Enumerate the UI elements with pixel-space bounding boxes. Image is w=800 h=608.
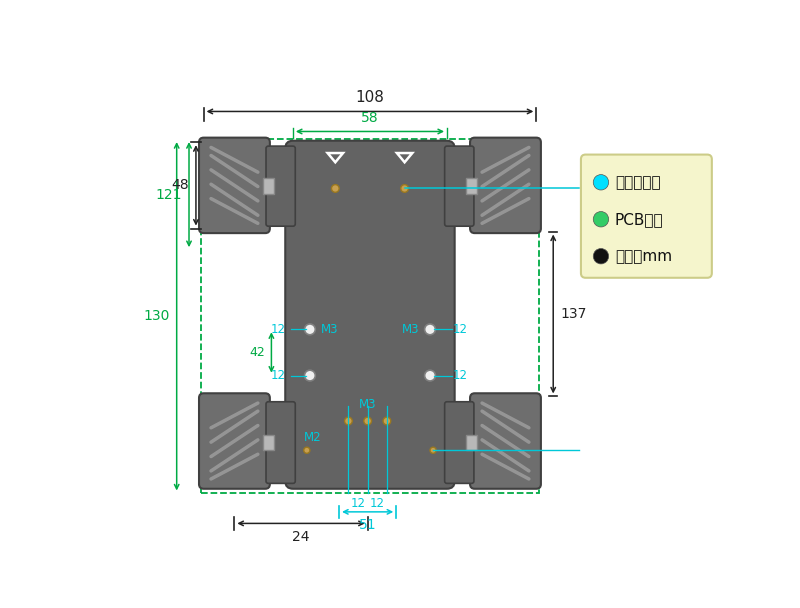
Circle shape: [345, 417, 352, 425]
FancyBboxPatch shape: [470, 137, 541, 233]
Text: 单位：mm: 单位：mm: [615, 249, 672, 264]
Circle shape: [594, 249, 609, 264]
Text: 孔间距尺寸: 孔间距尺寸: [615, 175, 661, 190]
Bar: [263, 179, 274, 194]
Bar: [466, 435, 477, 451]
Bar: [202, 139, 538, 493]
Text: 12: 12: [350, 497, 366, 510]
FancyBboxPatch shape: [581, 154, 712, 278]
Text: 48: 48: [171, 178, 189, 192]
Text: M3: M3: [321, 323, 338, 336]
FancyBboxPatch shape: [445, 402, 474, 483]
Circle shape: [425, 324, 435, 335]
Text: 12: 12: [370, 497, 385, 510]
Text: M3: M3: [359, 398, 377, 410]
Text: 111.5: 111.5: [581, 182, 617, 195]
Text: 121: 121: [155, 188, 182, 202]
FancyBboxPatch shape: [266, 402, 295, 483]
Bar: [466, 179, 477, 194]
Circle shape: [364, 417, 371, 425]
Text: 137: 137: [560, 307, 586, 321]
Circle shape: [383, 417, 390, 425]
Text: 12: 12: [270, 369, 286, 382]
Circle shape: [401, 185, 409, 192]
FancyBboxPatch shape: [286, 140, 454, 489]
Text: 42: 42: [250, 346, 266, 359]
Text: 12: 12: [453, 369, 468, 382]
FancyBboxPatch shape: [266, 146, 295, 226]
Circle shape: [594, 174, 609, 190]
Text: 130: 130: [143, 309, 170, 323]
FancyBboxPatch shape: [445, 146, 474, 226]
Text: 108: 108: [355, 89, 384, 105]
Circle shape: [304, 447, 310, 454]
Circle shape: [331, 185, 339, 192]
Circle shape: [430, 447, 436, 454]
Text: 24: 24: [292, 530, 310, 544]
Text: 12: 12: [453, 323, 468, 336]
Circle shape: [594, 212, 609, 227]
Text: M3: M3: [402, 323, 419, 336]
Text: 12: 12: [270, 323, 286, 336]
FancyBboxPatch shape: [199, 137, 270, 233]
Text: PCB尺寸: PCB尺寸: [615, 212, 663, 227]
Circle shape: [305, 370, 315, 381]
Circle shape: [305, 324, 315, 335]
Text: 58: 58: [361, 111, 378, 125]
Text: 51: 51: [359, 518, 377, 532]
Bar: [263, 435, 274, 451]
FancyBboxPatch shape: [199, 393, 270, 489]
FancyBboxPatch shape: [470, 393, 541, 489]
Text: M2: M2: [304, 432, 322, 444]
Circle shape: [425, 370, 435, 381]
